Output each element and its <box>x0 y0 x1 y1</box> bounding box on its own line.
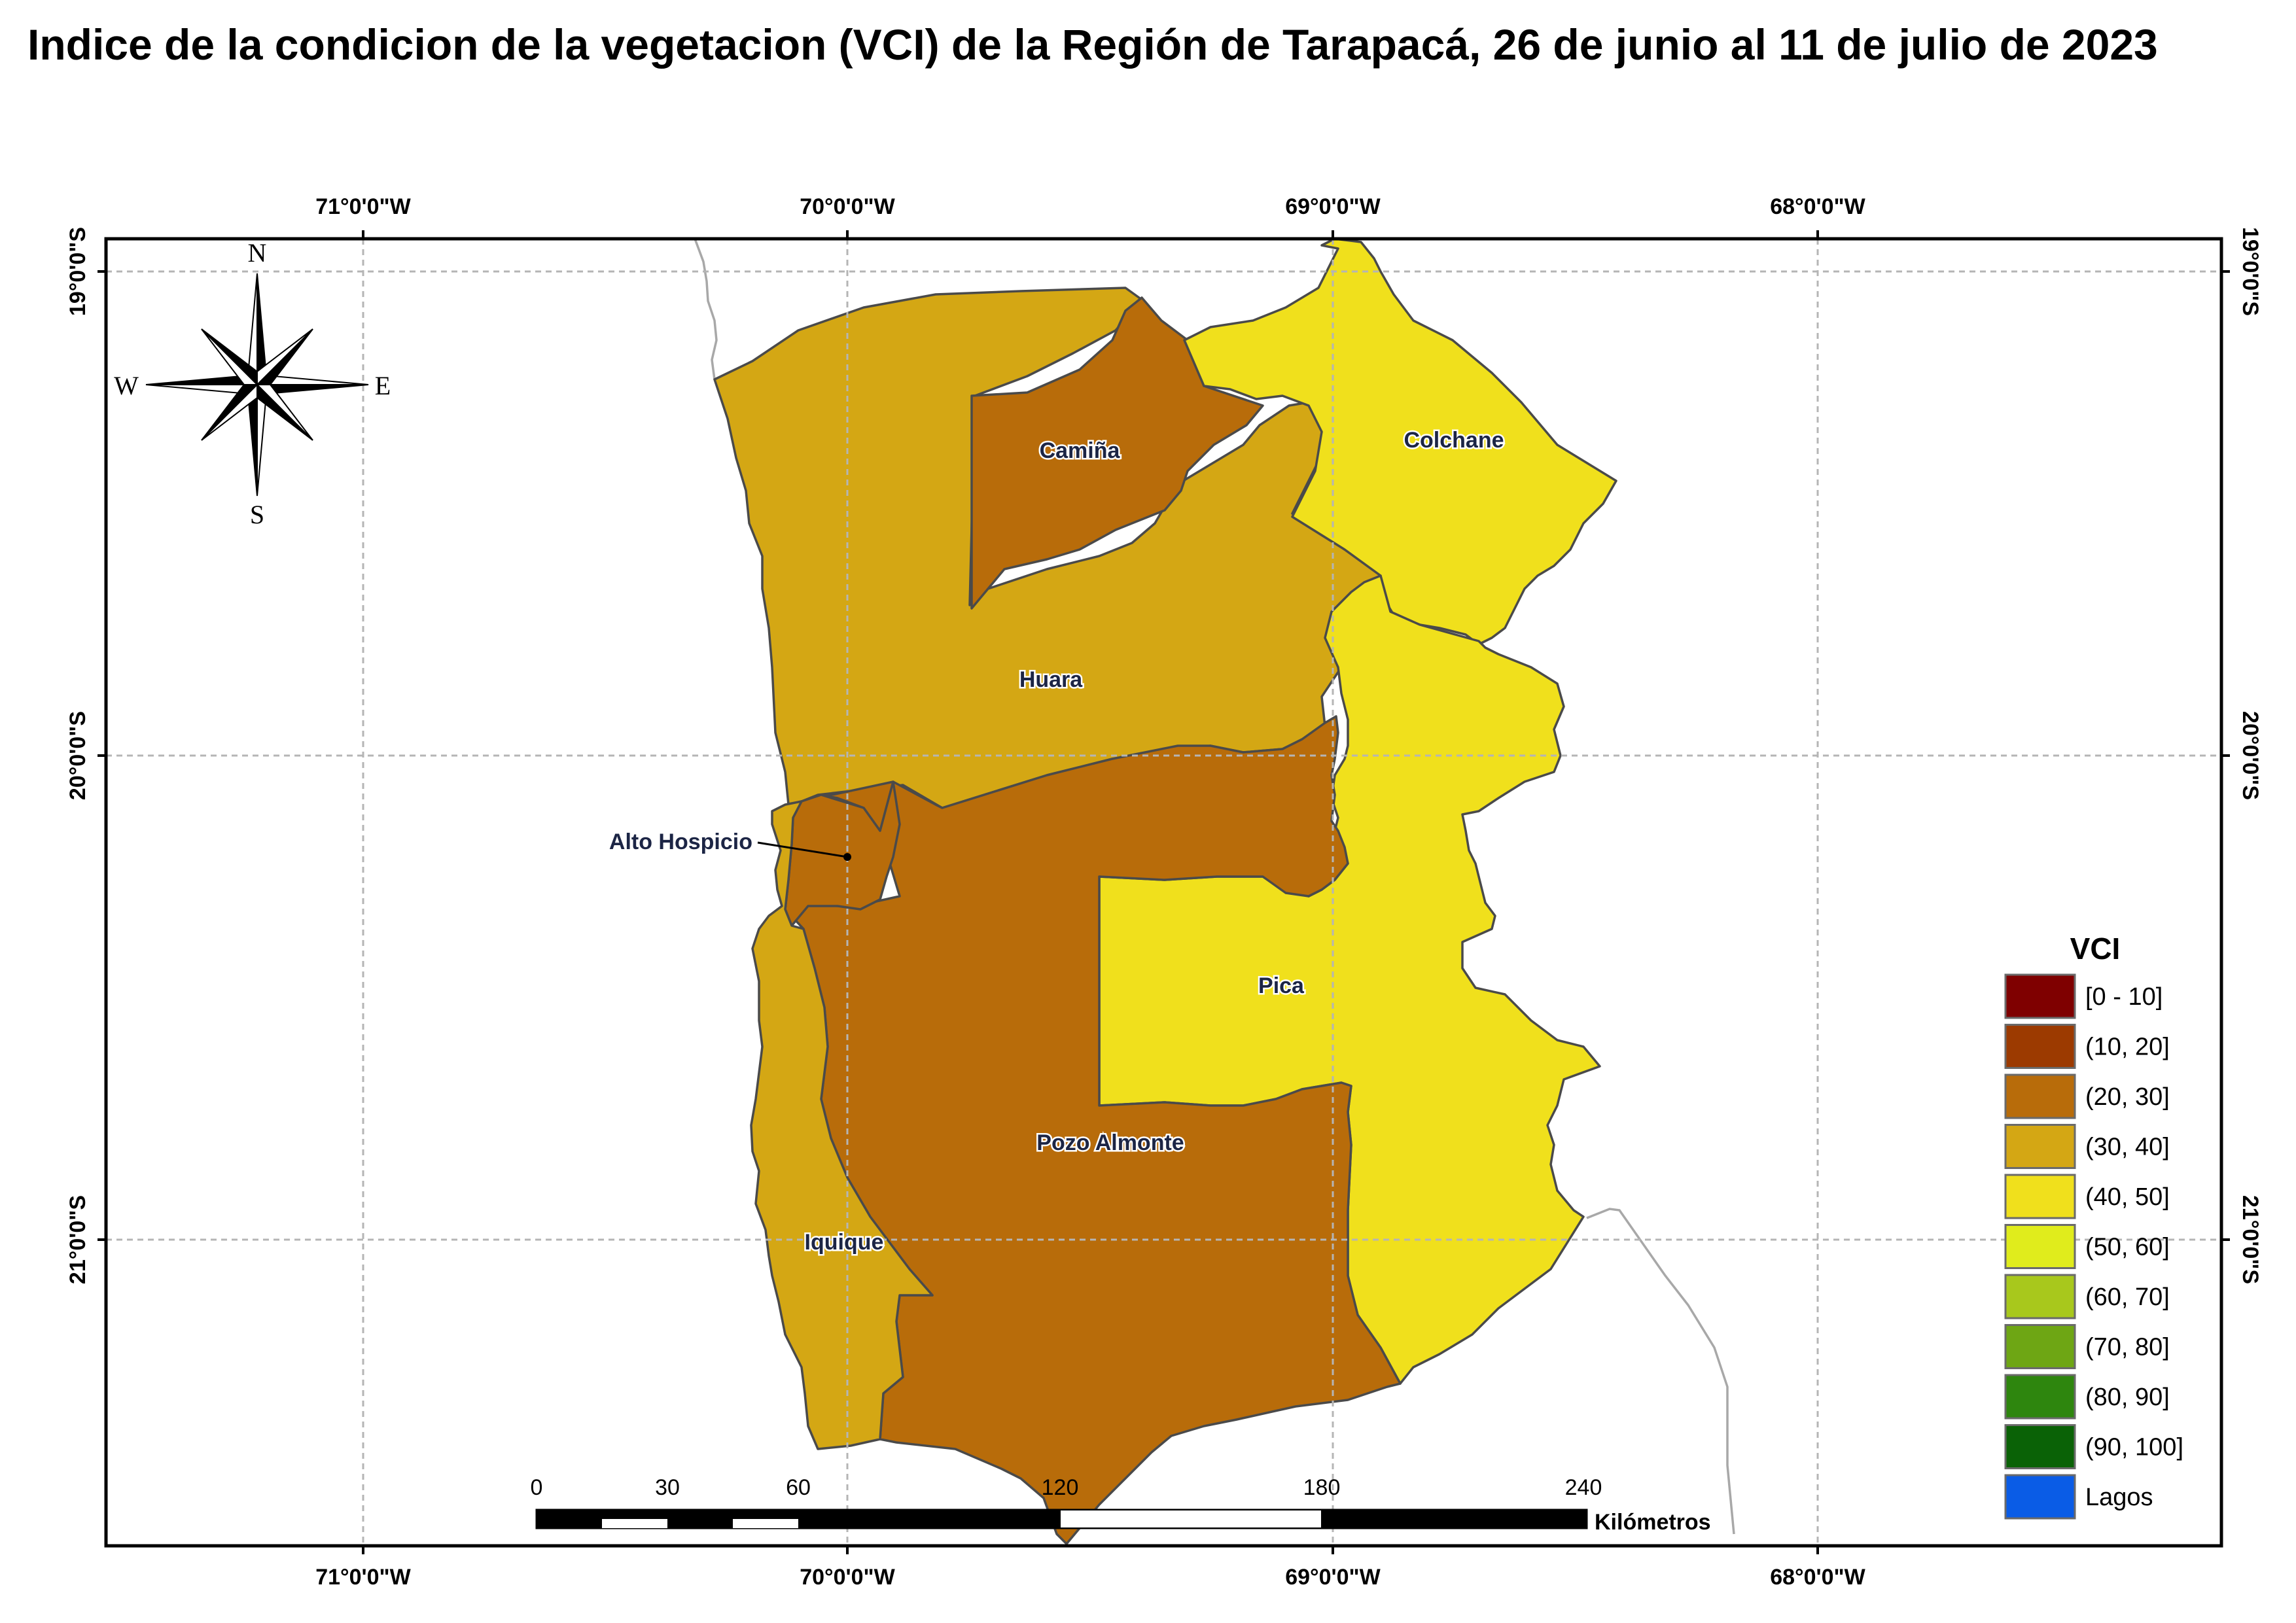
border-line-west <box>694 238 718 380</box>
legend-swatch-3 <box>2004 1124 2076 1169</box>
legend-label-4: (40, 50] <box>2085 1183 2170 1211</box>
legend-label-6: (60, 70] <box>2085 1283 2170 1311</box>
municipality-iquique[interactable] <box>750 800 934 1450</box>
legend-label-5: (50, 60] <box>2085 1234 2170 1261</box>
legend-swatch-0 <box>2004 973 2076 1019</box>
lon-label-top-71: 71°0'0"W <box>315 194 411 219</box>
legend-label-8: (80, 90] <box>2085 1384 2170 1411</box>
legend-label-1: (10, 20] <box>2085 1034 2170 1061</box>
scale-label-120: 120 <box>1042 1475 1079 1500</box>
scale-unit-label: Kilómetros <box>1595 1510 1711 1535</box>
municipality-camina[interactable] <box>970 296 1264 610</box>
scale-bar <box>535 1509 1588 1529</box>
map-title: Indice de la condicion de la vegetacion … <box>27 20 2158 69</box>
compass-west-label: W <box>114 371 139 400</box>
municipality-colchane[interactable] <box>1183 237 1617 646</box>
graticule <box>106 239 2221 1546</box>
compass-east-label: E <box>375 371 391 400</box>
legend-swatch-10 <box>2004 1474 2076 1520</box>
alto-hospicio-point <box>843 853 851 861</box>
legend-label-3: (30, 40] <box>2085 1134 2170 1161</box>
legend-swatch-8 <box>2004 1374 2076 1420</box>
legend-swatch-5 <box>2004 1224 2076 1269</box>
scale-label-180: 180 <box>1303 1475 1341 1500</box>
label-iquique: Iquique <box>805 1230 884 1255</box>
map-frame <box>104 237 2223 1548</box>
scale-label-60: 60 <box>786 1475 811 1500</box>
lon-label-bottom-71: 71°0'0"W <box>315 1565 411 1590</box>
label-pozo-almonte: Pozo Almonte <box>1036 1130 1184 1155</box>
legend-swatch-6 <box>2004 1274 2076 1319</box>
compass-rose-icon <box>145 273 369 497</box>
lat-label-left-20: 20°0'0"S <box>65 711 90 800</box>
legend-title: VCI <box>2070 932 2121 966</box>
lat-label-right-20: 20°0'0"S <box>2238 711 2263 800</box>
alto-hospicio-leader-line <box>757 841 848 858</box>
legend-label-7: (70, 80] <box>2085 1334 2170 1361</box>
scale-label-240: 240 <box>1565 1475 1602 1500</box>
lat-label-right-19: 19°0'0"S <box>2238 227 2263 316</box>
legend-label-10: Lagos <box>2085 1484 2153 1511</box>
lon-label-bottom-70: 70°0'0"W <box>800 1565 895 1590</box>
legend: VCI [0 - 10] (10, 20] (20, 30] (30, 40] (40,… <box>2004 932 2183 1520</box>
label-camina: Camiña <box>1040 438 1121 463</box>
legend-label-0: [0 - 10] <box>2085 983 2163 1011</box>
lat-label-right-21: 21°0'0"S <box>2238 1195 2263 1284</box>
scale-label-30: 30 <box>655 1475 680 1500</box>
legend-swatch-7 <box>2004 1324 2076 1369</box>
lat-label-left-21: 21°0'0"S <box>65 1195 90 1284</box>
legend-label-2: (20, 30] <box>2085 1083 2170 1111</box>
frame-ticks <box>97 230 2230 1554</box>
border-line-east <box>1586 1208 1735 1535</box>
label-huara: Huara <box>1019 667 1083 692</box>
label-alto-hospicio: Alto Hospicio <box>609 829 752 854</box>
scale-label-0: 0 <box>531 1475 543 1500</box>
compass-north-label: N <box>248 238 267 268</box>
lon-label-top-70: 70°0'0"W <box>800 194 895 219</box>
label-pica: Pica <box>1258 973 1305 998</box>
label-colchane: Colchane <box>1404 428 1504 453</box>
lon-label-top-68: 68°0'0"W <box>1770 194 1865 219</box>
lon-label-bottom-69: 69°0'0"W <box>1285 1565 1381 1590</box>
lat-label-left-19: 19°0'0"S <box>65 227 90 316</box>
compass-south-label: S <box>250 500 264 529</box>
lon-label-bottom-68: 68°0'0"W <box>1770 1565 1865 1590</box>
legend-swatch-1 <box>2004 1024 2076 1069</box>
legend-label-9: (90, 100] <box>2085 1434 2183 1461</box>
lon-label-top-69: 69°0'0"W <box>1285 194 1381 219</box>
legend-swatch-2 <box>2004 1073 2076 1119</box>
legend-swatch-4 <box>2004 1174 2076 1219</box>
legend-swatch-9 <box>2004 1424 2076 1469</box>
